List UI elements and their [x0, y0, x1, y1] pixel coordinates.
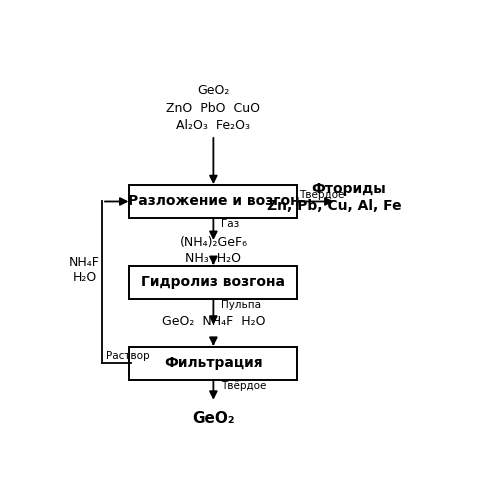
Text: NH₄F: NH₄F	[69, 256, 100, 268]
Text: Фильтрация: Фильтрация	[164, 356, 263, 370]
Text: Пульпа: Пульпа	[221, 300, 261, 310]
Text: Раствор: Раствор	[106, 352, 150, 362]
Text: Гидролиз возгона: Гидролиз возгона	[142, 276, 285, 289]
Text: Al₂O₃  Fe₂O₃: Al₂O₃ Fe₂O₃	[176, 119, 250, 132]
Text: Газ: Газ	[221, 219, 239, 229]
Text: GeO₂: GeO₂	[192, 412, 235, 426]
Text: (NH₄)₂GeF₆: (NH₄)₂GeF₆	[179, 236, 247, 250]
Text: Твёрдое: Твёрдое	[221, 380, 267, 390]
Text: Фториды: Фториды	[311, 182, 386, 196]
Text: GeO₂: GeO₂	[197, 84, 229, 98]
Text: GeO₂  NH₄F  H₂O: GeO₂ NH₄F H₂O	[162, 316, 265, 328]
FancyBboxPatch shape	[130, 185, 297, 218]
Text: Твёрдое: Твёрдое	[299, 190, 345, 200]
FancyBboxPatch shape	[130, 347, 297, 380]
Text: Разложение и возгон: Разложение и возгон	[128, 194, 299, 208]
Text: NH₃  H₂O: NH₃ H₂O	[185, 252, 241, 265]
FancyBboxPatch shape	[130, 266, 297, 298]
Text: ZnO  PbO  CuO: ZnO PbO CuO	[166, 102, 261, 114]
Text: H₂O: H₂O	[73, 271, 97, 284]
Text: Zn, Pb, Cu, Al, Fe: Zn, Pb, Cu, Al, Fe	[267, 198, 402, 212]
